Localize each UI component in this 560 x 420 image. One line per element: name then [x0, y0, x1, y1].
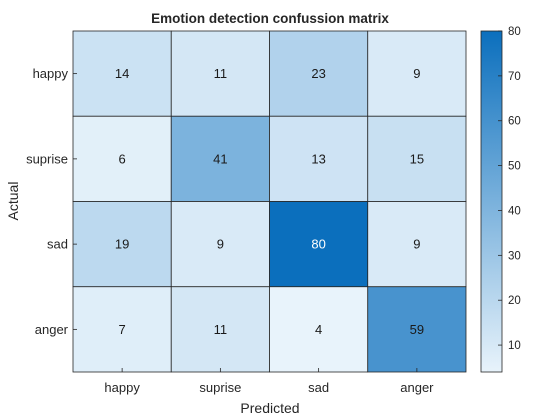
heatmap-cell	[269, 286, 369, 373]
x-tick-label: sad	[308, 380, 329, 395]
heatmap-cell	[170, 30, 270, 117]
cell-value-label: 11	[214, 322, 228, 337]
colorbar-tick-label: 80	[508, 26, 521, 38]
chart-title: Emotion detection confussion matrix	[151, 11, 389, 26]
colorbar-tick-label: 70	[508, 71, 521, 83]
cell-value-label: 80	[311, 237, 325, 252]
y-tick-label: sad	[47, 237, 68, 252]
heatmap-cell	[269, 30, 369, 117]
x-tick-label: suprise	[199, 380, 241, 395]
y-axis-label: Actual	[5, 182, 21, 221]
colorbar-tick-label: 30	[508, 250, 521, 262]
heatmap-cell	[367, 286, 467, 373]
heatmap-cell	[170, 286, 270, 373]
cell-value-label: 59	[410, 322, 424, 337]
cell-value-label: 6	[119, 151, 126, 166]
cell-value-label: 11	[214, 66, 228, 81]
cell-value-label: 41	[213, 151, 227, 166]
colorbar-gradient	[480, 30, 503, 373]
heatmap-cell	[367, 115, 467, 202]
y-tick-label: suprise	[26, 151, 68, 166]
heatmap-cell	[170, 201, 270, 288]
heatmap-axis-labels: happy suprise sad anger happy suprise sad anger	[26, 66, 434, 395]
heatmap-cell	[72, 30, 172, 117]
colorbar-tick-label: 50	[508, 161, 521, 173]
cell-value-label: 9	[413, 66, 420, 81]
x-axis-label: Predicted	[240, 400, 299, 416]
heatmap-cell	[367, 30, 467, 117]
cell-value-label: 19	[115, 237, 129, 252]
heatmap-cell	[367, 201, 467, 288]
cell-value-label: 9	[413, 237, 420, 252]
colorbar: 10 20 30 40 50 60 70 80	[480, 26, 521, 373]
cell-value-label: 9	[217, 237, 224, 252]
x-tick-label: happy	[104, 380, 140, 395]
cell-value-label: 7	[119, 322, 126, 337]
colorbar-tick-label: 40	[508, 205, 521, 217]
cell-value-label: 14	[115, 66, 129, 81]
y-tick-label: anger	[35, 322, 69, 337]
heatmap-cell	[72, 115, 172, 202]
cell-value-label: 15	[410, 151, 424, 166]
heatmap-cell	[72, 286, 172, 373]
cell-value-label: 4	[315, 322, 322, 337]
heatmap-cells: 14 11 23 9 6 41 13 15 19 9 80 9 7 11 4 59	[72, 30, 467, 373]
y-tick-label: happy	[33, 66, 69, 81]
x-tick-label: anger	[400, 380, 434, 395]
cell-value-label: 23	[311, 66, 325, 81]
colorbar-tick-label: 60	[508, 116, 521, 128]
cell-value-label: 13	[311, 151, 325, 166]
colorbar-tick-label: 10	[508, 340, 521, 352]
colorbar-tick-label: 20	[508, 295, 521, 307]
heatmap-cell	[170, 115, 270, 202]
